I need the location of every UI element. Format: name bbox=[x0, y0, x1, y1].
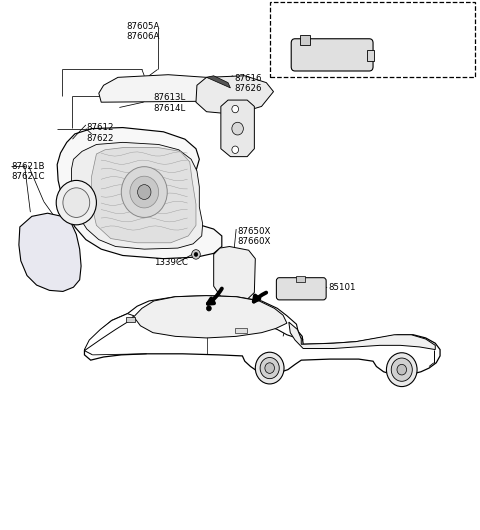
Circle shape bbox=[397, 365, 407, 375]
Polygon shape bbox=[128, 296, 299, 338]
Circle shape bbox=[255, 352, 284, 384]
Polygon shape bbox=[221, 100, 254, 157]
Bar bbox=[126, 317, 135, 322]
Text: 87650X
87660X: 87650X 87660X bbox=[237, 227, 271, 246]
FancyBboxPatch shape bbox=[276, 278, 326, 300]
Circle shape bbox=[138, 184, 151, 199]
Circle shape bbox=[206, 306, 211, 311]
Text: 85101: 85101 bbox=[328, 282, 356, 292]
Polygon shape bbox=[289, 322, 435, 350]
Bar bbox=[296, 276, 305, 282]
Text: 87605A
87606A: 87605A 87606A bbox=[127, 22, 160, 41]
Polygon shape bbox=[19, 213, 81, 292]
Circle shape bbox=[130, 176, 158, 208]
Bar bbox=[235, 329, 247, 333]
Text: 85131: 85131 bbox=[386, 37, 413, 46]
Circle shape bbox=[192, 250, 200, 259]
Text: 87613L
87614L: 87613L 87614L bbox=[153, 93, 185, 112]
Circle shape bbox=[265, 363, 275, 373]
Polygon shape bbox=[206, 76, 230, 88]
Polygon shape bbox=[57, 128, 222, 259]
Polygon shape bbox=[214, 246, 255, 301]
FancyBboxPatch shape bbox=[291, 39, 373, 71]
Circle shape bbox=[232, 105, 239, 113]
Text: 1339CC: 1339CC bbox=[154, 258, 188, 267]
Text: (W/ECM+HOME LINK+
COMPASS+MTS TYPE): (W/ECM+HOME LINK+ COMPASS+MTS TYPE) bbox=[328, 11, 417, 31]
Bar bbox=[300, 35, 311, 45]
Polygon shape bbox=[84, 314, 134, 351]
Circle shape bbox=[391, 358, 412, 381]
Text: 87621B
87621C: 87621B 87621C bbox=[11, 162, 45, 181]
Bar bbox=[367, 50, 374, 61]
Circle shape bbox=[232, 122, 243, 135]
Polygon shape bbox=[196, 76, 274, 114]
Polygon shape bbox=[92, 148, 196, 243]
Circle shape bbox=[232, 146, 239, 154]
Text: 87612
87622: 87612 87622 bbox=[87, 123, 114, 143]
Text: 85101: 85101 bbox=[386, 52, 413, 61]
Circle shape bbox=[260, 358, 279, 378]
Polygon shape bbox=[72, 143, 203, 249]
Circle shape bbox=[63, 188, 90, 217]
Polygon shape bbox=[99, 75, 230, 102]
Circle shape bbox=[56, 180, 96, 225]
Polygon shape bbox=[84, 306, 440, 375]
Bar bbox=[270, 2, 475, 77]
Text: 87616
87626: 87616 87626 bbox=[234, 74, 262, 93]
Circle shape bbox=[194, 252, 198, 257]
Circle shape bbox=[121, 166, 167, 217]
Circle shape bbox=[386, 353, 417, 386]
Polygon shape bbox=[134, 296, 287, 338]
